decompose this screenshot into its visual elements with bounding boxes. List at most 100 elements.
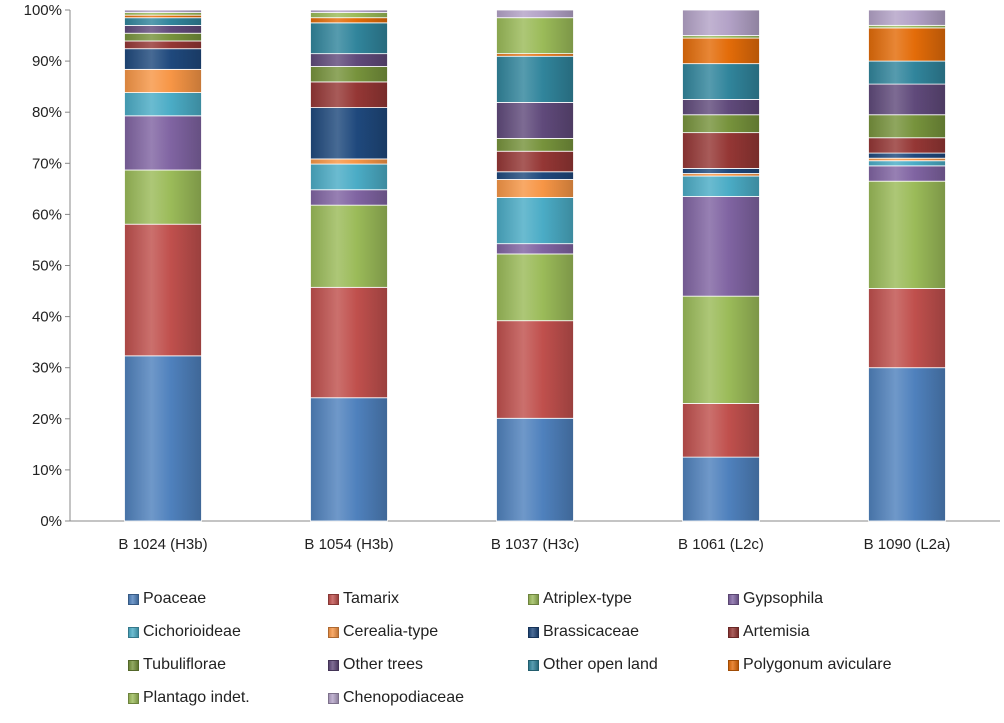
legend-label: Brassicaceae xyxy=(543,623,640,640)
legend-swatch xyxy=(328,659,339,671)
bar-segment xyxy=(310,17,388,24)
legend-label: Plantago indet. xyxy=(143,689,250,706)
bar-segment xyxy=(496,137,574,152)
bar-segment xyxy=(496,253,574,322)
bar-segment xyxy=(124,17,202,26)
bar-segment xyxy=(310,66,388,83)
bar-segment xyxy=(124,92,202,117)
bar-segment xyxy=(682,37,760,65)
bar-segment xyxy=(682,168,760,174)
legend-item: Plantago indet. xyxy=(128,687,250,709)
bar-segment xyxy=(310,158,388,165)
bar-segment xyxy=(682,99,760,116)
bar-segment xyxy=(310,163,388,191)
legend-swatch xyxy=(128,593,139,605)
bar-segment xyxy=(496,150,574,173)
bar-segment xyxy=(310,286,388,399)
bar-segment xyxy=(496,179,574,198)
bar-segment xyxy=(682,295,760,404)
x-category-label: B 1037 (H3c) xyxy=(491,536,579,553)
bar-segment xyxy=(682,63,760,100)
bar-segment xyxy=(868,165,946,182)
bar-segment xyxy=(496,417,574,522)
legend-label: Artemisia xyxy=(743,623,810,640)
y-tick-label: 80% xyxy=(32,104,62,121)
bar-segment xyxy=(310,189,388,206)
legend-item: Cichorioideae xyxy=(128,621,241,643)
legend-item: Poaceae xyxy=(128,588,206,610)
y-tick-label: 0% xyxy=(40,513,62,530)
bar-segment xyxy=(496,55,574,103)
bar-segment xyxy=(868,288,946,369)
legend-label: Poaceae xyxy=(143,590,207,607)
bar-segment xyxy=(868,114,946,139)
bar-segment xyxy=(868,152,946,159)
y-tick-label: 40% xyxy=(32,309,62,326)
y-axis-ticks: 0% 10% 20% 30% 40% 50% 60% 70% 80% 90% 100% xyxy=(24,2,70,530)
x-category-label: B 1061 (L2c) xyxy=(678,536,764,553)
legend-item: Tamarix xyxy=(328,588,399,610)
bar-segment xyxy=(124,68,202,93)
bar-segment xyxy=(682,9,760,36)
legend-swatch xyxy=(128,659,139,671)
y-tick-label: 70% xyxy=(32,155,62,172)
legend-label: Atriplex-type xyxy=(543,590,632,607)
bar-segment xyxy=(868,137,946,154)
legend-swatch xyxy=(328,626,339,638)
legend-swatch xyxy=(728,659,739,671)
bar-segment xyxy=(310,9,388,13)
bar-segment xyxy=(682,456,760,522)
bar-segment xyxy=(868,160,946,167)
legend-label: Tubuliflorae xyxy=(143,656,227,673)
legend-swatch xyxy=(728,626,739,638)
bar-segment xyxy=(310,53,388,67)
bar-segment xyxy=(868,83,946,116)
y-tick-label: 50% xyxy=(32,258,62,275)
bar-segment xyxy=(310,204,388,288)
y-tick-label: 30% xyxy=(32,360,62,377)
y-tick-label: 10% xyxy=(32,462,62,479)
y-tick-label: 90% xyxy=(32,53,62,70)
bar-segment xyxy=(682,196,760,297)
x-category-label: B 1090 (L2a) xyxy=(864,536,951,553)
legend-swatch xyxy=(128,626,139,638)
bar-segment xyxy=(310,12,388,19)
legend-label: Gypsophila xyxy=(743,590,824,607)
legend-label: Tamarix xyxy=(343,590,400,607)
bars xyxy=(124,9,946,522)
bar-segment xyxy=(124,169,202,225)
stacked-bar-chart: 0% 10% 20% 30% 40% 50% 60% 70% 80% 90% 100% B 1024… xyxy=(24,2,1000,553)
y-tick-label: 100% xyxy=(24,2,62,19)
bar-segment xyxy=(124,40,202,50)
bar-segment xyxy=(868,9,946,26)
bar-segment xyxy=(868,60,946,85)
legend-item: Other open land xyxy=(528,654,658,676)
legend-label: Other open land xyxy=(543,656,658,673)
legend-swatch xyxy=(528,593,539,605)
legend-swatch xyxy=(128,692,139,704)
bar-segment xyxy=(682,132,760,169)
legend-label: Chenopodiaceae xyxy=(343,689,464,706)
x-category-label: B 1024 (H3b) xyxy=(118,536,207,553)
bar-segment xyxy=(310,81,388,108)
legend-item: Tubuliflorae xyxy=(128,654,226,676)
bar-segment xyxy=(496,197,574,245)
bar-segment xyxy=(868,367,946,522)
x-category-label: B 1054 (H3b) xyxy=(304,536,393,553)
bar-segment xyxy=(682,114,760,134)
y-tick-label: 20% xyxy=(32,411,62,428)
bar-segment xyxy=(682,403,760,458)
legend-label: Polygonum aviculare xyxy=(743,656,892,673)
legend-item: Gypsophila xyxy=(728,588,823,610)
bar-segment xyxy=(124,223,202,357)
bar-segment xyxy=(496,9,574,19)
bar-segment xyxy=(310,107,388,160)
bar-segment xyxy=(682,175,760,197)
legend-swatch xyxy=(728,593,739,605)
bar-segment xyxy=(124,48,202,70)
legend-swatch xyxy=(328,692,339,704)
bar-segment xyxy=(310,22,388,55)
y-tick-label: 60% xyxy=(32,206,62,223)
legend-label: Other trees xyxy=(343,656,424,673)
legend-item: Cerealia-type xyxy=(328,621,438,643)
